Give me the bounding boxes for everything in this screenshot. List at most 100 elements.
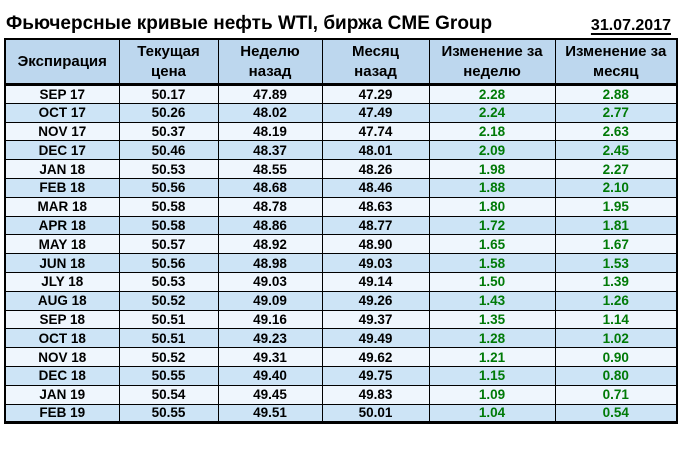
week-ago-cell: 48.19: [217, 121, 323, 142]
expiration-cell: AUG 18: [4, 290, 120, 311]
week-ago-cell: 49.09: [217, 290, 323, 311]
expiration-cell: JUN 18: [4, 253, 120, 273]
month-change-cell: 0.80: [554, 365, 678, 386]
week-change-cell: 1.15: [428, 365, 556, 386]
current-price-cell: 50.46: [118, 140, 219, 161]
expiration-cell: NOV 18: [4, 347, 120, 367]
month-ago-cell: 48.01: [321, 140, 430, 161]
week-change-cell: 2.28: [428, 84, 556, 104]
expiration-cell: SEP 17: [4, 84, 120, 104]
week-ago-cell: 48.37: [217, 140, 323, 161]
week-ago-cell: 49.23: [217, 328, 323, 349]
current-price-cell: 50.53: [118, 159, 219, 179]
week-ago-cell: 49.45: [217, 384, 323, 405]
table-row: FEB 18 50.56 48.68 48.46 1.88 2.10: [4, 177, 678, 198]
table-row: APR 18 50.58 48.86 48.77 1.72 1.81: [4, 215, 678, 236]
table-row: MAY 18 50.57 48.92 48.90 1.65 1.67: [4, 234, 678, 255]
week-ago-cell: 48.02: [217, 102, 323, 123]
expiration-cell: MAR 18: [4, 196, 120, 217]
month-ago-cell: 49.49: [321, 328, 430, 349]
current-price-cell: 50.17: [118, 84, 219, 104]
expiration-cell: DEC 17: [4, 140, 120, 161]
month-change-cell: 2.45: [554, 140, 678, 161]
month-change-cell: 2.77: [554, 102, 678, 123]
current-price-cell: 50.52: [118, 347, 219, 367]
week-change-cell: 1.43: [428, 290, 556, 311]
table-row: JUN 18 50.56 48.98 49.03 1.58 1.53: [4, 253, 678, 273]
col-header-week-ago: Неделю назад: [217, 38, 323, 86]
month-ago-cell: 49.37: [321, 309, 430, 330]
month-change-cell: 0.54: [554, 403, 678, 424]
current-price-cell: 50.51: [118, 309, 219, 330]
week-change-cell: 2.09: [428, 140, 556, 161]
expiration-cell: JLY 18: [4, 271, 120, 292]
week-change-cell: 2.24: [428, 102, 556, 123]
expiration-cell: MAY 18: [4, 234, 120, 255]
month-change-cell: 1.95: [554, 196, 678, 217]
current-price-cell: 50.56: [118, 177, 219, 198]
month-change-cell: 1.02: [554, 328, 678, 349]
title-bar: Фьючерсные кривые нефть WTI, биржа CME G…: [0, 0, 681, 38]
expiration-cell: OCT 17: [4, 102, 120, 123]
month-change-cell: 0.90: [554, 347, 678, 367]
week-ago-cell: 48.98: [217, 253, 323, 273]
month-ago-cell: 48.46: [321, 177, 430, 198]
month-ago-cell: 49.26: [321, 290, 430, 311]
month-change-cell: 1.81: [554, 215, 678, 236]
month-ago-cell: 48.77: [321, 215, 430, 236]
week-change-cell: 1.80: [428, 196, 556, 217]
current-price-cell: 50.51: [118, 328, 219, 349]
table-row: DEC 18 50.55 49.40 49.75 1.15 0.80: [4, 365, 678, 386]
week-ago-cell: 49.40: [217, 365, 323, 386]
month-change-cell: 1.53: [554, 253, 678, 273]
table-row: MAR 18 50.58 48.78 48.63 1.80 1.95: [4, 196, 678, 217]
current-price-cell: 50.55: [118, 365, 219, 386]
month-ago-cell: 48.63: [321, 196, 430, 217]
current-price-cell: 50.56: [118, 253, 219, 273]
month-change-cell: 1.39: [554, 271, 678, 292]
col-header-expiration: Экспирация: [4, 38, 120, 86]
week-change-cell: 1.58: [428, 253, 556, 273]
expiration-cell: DEC 18: [4, 365, 120, 386]
table-row: NOV 17 50.37 48.19 47.74 2.18 2.63: [4, 121, 678, 142]
month-change-cell: 1.26: [554, 290, 678, 311]
header-row: Экспирация Текущая цена Неделю назад Мес…: [4, 38, 678, 86]
current-price-cell: 50.26: [118, 102, 219, 123]
col-header-month-change: Изменение за месяц: [554, 38, 678, 86]
table-row: OCT 18 50.51 49.23 49.49 1.28 1.02: [4, 328, 678, 349]
month-ago-cell: 49.14: [321, 271, 430, 292]
current-price-cell: 50.57: [118, 234, 219, 255]
week-change-cell: 1.21: [428, 347, 556, 367]
month-ago-cell: 49.83: [321, 384, 430, 405]
table-row: JAN 18 50.53 48.55 48.26 1.98 2.27: [4, 159, 678, 179]
current-price-cell: 50.58: [118, 215, 219, 236]
expiration-cell: NOV 17: [4, 121, 120, 142]
month-ago-cell: 48.90: [321, 234, 430, 255]
col-header-month-ago: Месяц назад: [321, 38, 430, 86]
col-header-week-change: Изменение за неделю: [428, 38, 556, 86]
expiration-cell: FEB 18: [4, 177, 120, 198]
expiration-cell: APR 18: [4, 215, 120, 236]
table-row: JLY 18 50.53 49.03 49.14 1.50 1.39: [4, 271, 678, 292]
current-price-cell: 50.37: [118, 121, 219, 142]
week-ago-cell: 49.16: [217, 309, 323, 330]
table-row: DEC 17 50.46 48.37 48.01 2.09 2.45: [4, 140, 678, 161]
week-ago-cell: 47.89: [217, 84, 323, 104]
expiration-cell: JAN 19: [4, 384, 120, 405]
table-row: FEB 19 50.55 49.51 50.01 1.04 0.54: [4, 403, 678, 424]
month-ago-cell: 48.26: [321, 159, 430, 179]
month-ago-cell: 50.01: [321, 403, 430, 424]
current-price-cell: 50.55: [118, 403, 219, 424]
week-change-cell: 1.88: [428, 177, 556, 198]
table-header: Экспирация Текущая цена Неделю назад Мес…: [4, 38, 678, 86]
table-row: JAN 19 50.54 49.45 49.83 1.09 0.71: [4, 384, 678, 405]
table-row: OCT 17 50.26 48.02 47.49 2.24 2.77: [4, 102, 678, 123]
week-ago-cell: 49.31: [217, 347, 323, 367]
month-change-cell: 2.88: [554, 84, 678, 104]
expiration-cell: OCT 18: [4, 328, 120, 349]
table-row: SEP 18 50.51 49.16 49.37 1.35 1.14: [4, 309, 678, 330]
month-ago-cell: 49.03: [321, 253, 430, 273]
week-ago-cell: 48.78: [217, 196, 323, 217]
month-ago-cell: 47.29: [321, 84, 430, 104]
week-change-cell: 1.98: [428, 159, 556, 179]
